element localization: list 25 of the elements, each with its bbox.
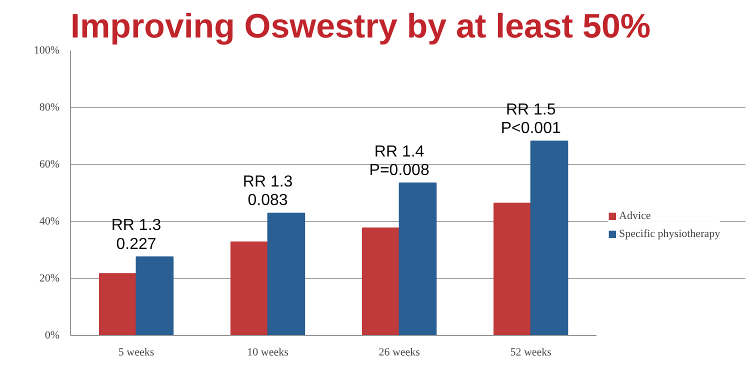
bar: [362, 228, 400, 336]
y-tick-label: 0%: [44, 330, 60, 342]
y-tick-label: 60%: [39, 158, 60, 170]
legend-label: Advice: [619, 210, 651, 222]
y-tick-label: 80%: [39, 102, 60, 114]
x-tick-label: 52 weeks: [510, 346, 552, 358]
bar: [530, 140, 568, 336]
chart-title: Improving Oswestry by at least 50%: [70, 8, 651, 46]
y-tick-label: 20%: [39, 272, 60, 284]
bar: [267, 212, 306, 336]
x-tick-label: 10 weeks: [247, 346, 288, 358]
bar: [136, 256, 174, 336]
annotation: RR 1.3 0.227: [111, 217, 162, 253]
y-tick-label: 100%: [34, 44, 60, 56]
bar: [230, 242, 268, 336]
bar: [494, 202, 532, 336]
y-tick-label: 40%: [39, 216, 60, 228]
annotation: RR 1.3 0.083: [242, 174, 293, 210]
annotation: RR 1.5 P<0.001: [500, 101, 561, 138]
bar: [398, 182, 437, 336]
x-tick-label: 5 weeks: [118, 346, 154, 358]
bar: [98, 273, 137, 336]
x-tick-label: 26 weeks: [378, 346, 420, 358]
annotation: RR 1.4 P=0.008: [369, 143, 430, 180]
legend-label: Specific physiotherapy: [619, 228, 720, 240]
